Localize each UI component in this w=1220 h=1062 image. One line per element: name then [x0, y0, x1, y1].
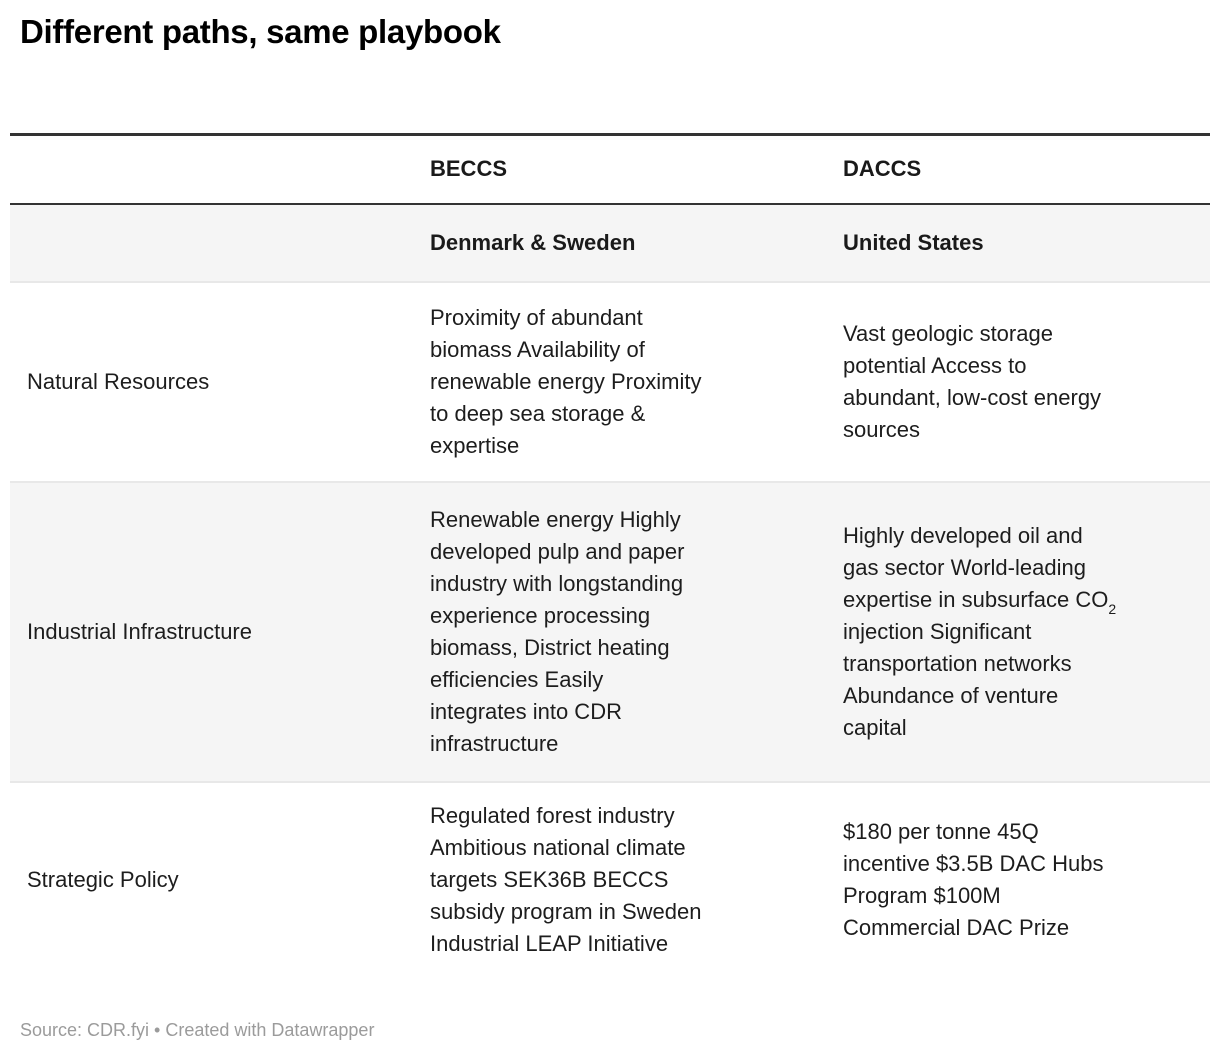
- cell-text: Vast geologic storage potential Access t…: [843, 320, 1102, 442]
- cell-industrial-infrastructure-daccs: Highly developed oil and gas sector Worl…: [833, 481, 1210, 783]
- column-header-empty: [10, 134, 420, 205]
- cell-text: Highly developed oil and gas sector Worl…: [843, 522, 1109, 612]
- table-row-strategic-policy: Strategic Policy Regulated forest indust…: [10, 781, 1210, 978]
- subheader-empty: [10, 203, 420, 283]
- cell-text: injection Significant transportation net…: [843, 618, 1072, 740]
- cell-natural-resources-daccs: Vast geologic storage potential Access t…: [833, 281, 1210, 483]
- source-note: Source: CDR.fyi • Created with Datawrapp…: [20, 1019, 375, 1040]
- cell-strategic-policy-beccs: Regulated forest industry Ambitious nati…: [420, 781, 833, 978]
- page-title: Different paths, same playbook: [20, 13, 501, 50]
- cell-industrial-infrastructure-beccs: Renewable energy Highly developed pulp a…: [420, 481, 833, 783]
- column-header-beccs: BECCS: [420, 134, 833, 205]
- row-label: Strategic Policy: [10, 781, 420, 978]
- row-label: Industrial Infrastructure: [10, 481, 420, 783]
- cell-natural-resources-beccs: Proximity of abundant biomass Availabili…: [420, 281, 833, 483]
- table-row-industrial-infrastructure: Industrial Infrastructure Renewable ener…: [10, 481, 1210, 783]
- subheader-beccs-region: Denmark & Sweden: [420, 203, 833, 283]
- cell-text: $180 per tonne 45Q incentive $3.5B DAC H…: [843, 819, 1104, 940]
- table-header-row: BECCS DACCS: [10, 134, 1210, 205]
- co2-subscript: 2: [1108, 600, 1117, 617]
- column-header-daccs: DACCS: [833, 134, 1210, 205]
- cell-text: Renewable energy Highly developed pulp a…: [430, 506, 685, 756]
- subheader-daccs-region: United States: [833, 203, 1210, 283]
- cell-text: Regulated forest industry Ambitious nati…: [430, 803, 702, 956]
- cell-text: Proximity of abundant biomass Availabili…: [430, 304, 702, 458]
- cell-strategic-policy-daccs: $180 per tonne 45Q incentive $3.5B DAC H…: [833, 781, 1210, 978]
- table-subheader-row: Denmark & Sweden United States: [10, 203, 1210, 283]
- comparison-table: BECCS DACCS Denmark & Sweden United Stat…: [10, 133, 1210, 978]
- table-row-natural-resources: Natural Resources Proximity of abundant …: [10, 281, 1210, 483]
- row-label: Natural Resources: [10, 281, 420, 483]
